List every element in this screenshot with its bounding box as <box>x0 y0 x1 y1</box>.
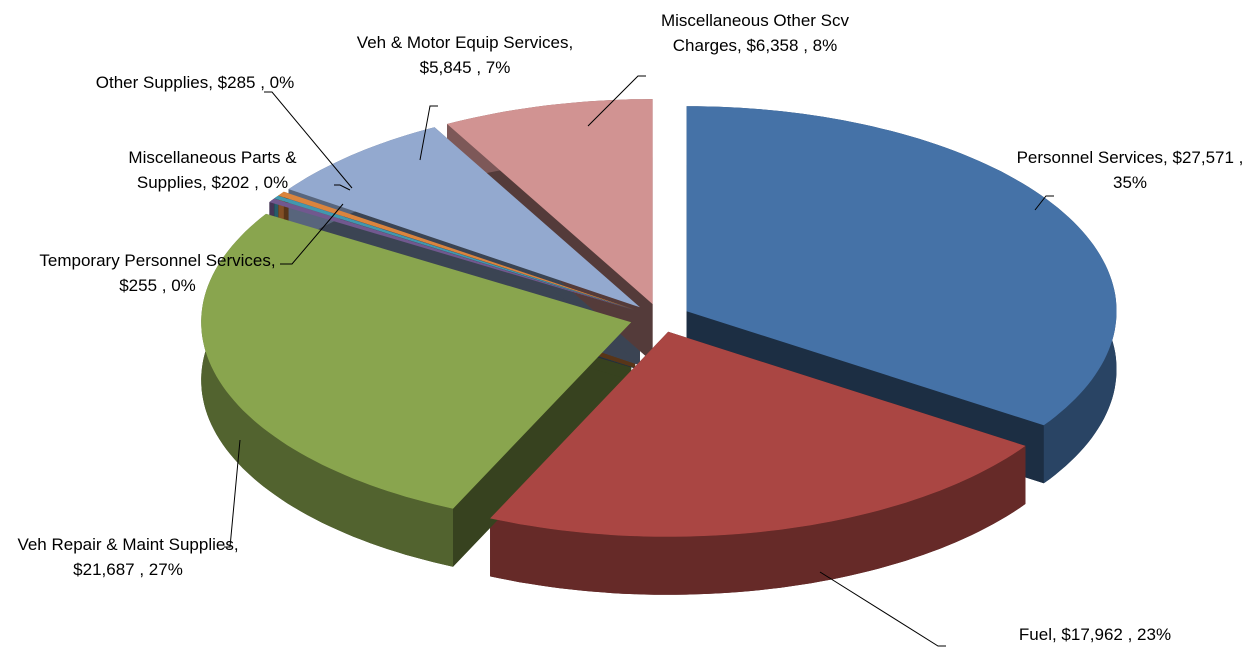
data-label: Miscellaneous Other Scv Charges, $6,358 … <box>660 11 850 55</box>
slice <box>686 106 1117 426</box>
data-label: Temporary Personnel Services, $255 , 0% <box>39 251 276 295</box>
slice <box>278 191 636 310</box>
slice <box>269 198 635 311</box>
slice <box>288 127 640 308</box>
data-label: Fuel, $17,962 , 23% <box>1018 625 1172 644</box>
data-label: Veh Repair & Maint Supplies, $21,687 , 2… <box>17 535 239 579</box>
slice <box>490 331 1026 537</box>
slice-wall <box>490 445 1026 595</box>
data-label: Miscellaneous Parts & Supplies, $202 , 0… <box>128 148 297 192</box>
slice <box>274 195 635 311</box>
leader-line <box>819 571 946 647</box>
slice <box>447 99 653 305</box>
data-label: Personnel Services, $27,571 , 35% <box>1016 148 1244 192</box>
leader-line <box>264 91 353 189</box>
leader-line <box>334 184 351 191</box>
leader-line <box>1034 195 1054 211</box>
data-label: Veh & Motor Equip Services, $5,845 , 7% <box>356 33 574 77</box>
leader-line <box>224 439 241 548</box>
leader-line <box>419 105 438 161</box>
leader-line <box>280 203 344 265</box>
leader-line <box>587 75 646 127</box>
slice <box>201 213 632 509</box>
slice-radial-side <box>453 322 632 567</box>
slice-wall <box>201 213 453 567</box>
data-label: Other Supplies, $285 , 0% <box>95 73 295 92</box>
